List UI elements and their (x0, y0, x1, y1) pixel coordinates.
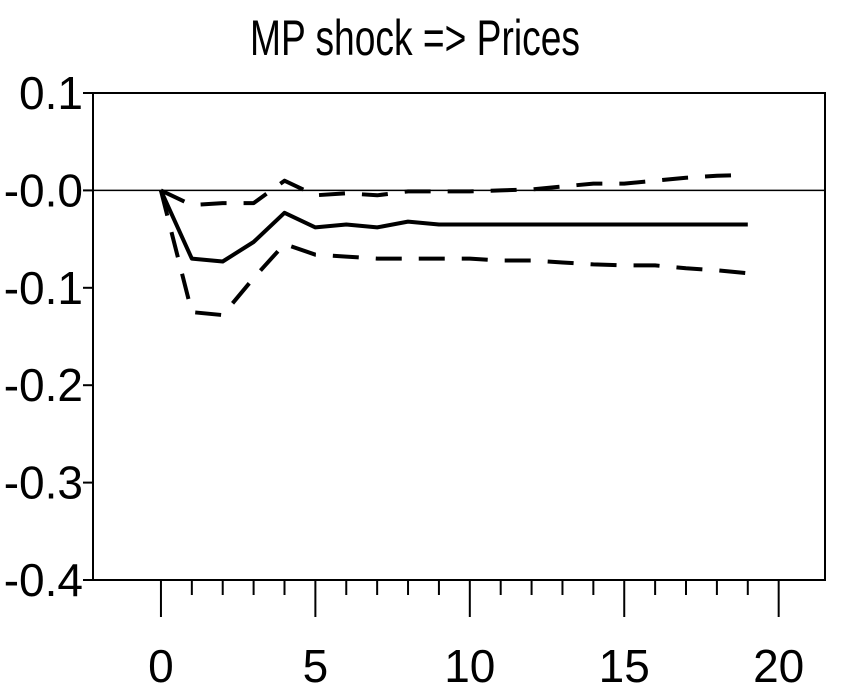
y-tick-label: -0.2 (4, 359, 83, 411)
confidence-band-line (158, 189, 748, 318)
y-tick-label: -0.1 (4, 262, 83, 314)
y-axis-ticks: 0.1 -0.0 -0.1 -0.2 -0.3 -0.4 (4, 67, 93, 606)
x-tick-label: 5 (303, 640, 329, 692)
x-tick-label: 0 (148, 640, 174, 692)
y-tick-label: -0.3 (4, 457, 83, 509)
x-tick-label: 20 (753, 640, 804, 692)
y-tick-label: -0.4 (4, 554, 83, 606)
point-estimate-line (159, 189, 748, 264)
confidence-band-line (160, 172, 748, 207)
y-tick-label: 0.1 (19, 67, 83, 119)
x-axis-ticks: 0 5 10 15 20 (148, 580, 804, 692)
plot-frame (92, 92, 826, 581)
chart-title: MP shock => Prices (250, 10, 580, 66)
series-lines (158, 172, 748, 318)
x-tick-label: 10 (444, 640, 495, 692)
y-tick-label: -0.0 (4, 164, 83, 216)
x-tick-label: 15 (599, 640, 650, 692)
